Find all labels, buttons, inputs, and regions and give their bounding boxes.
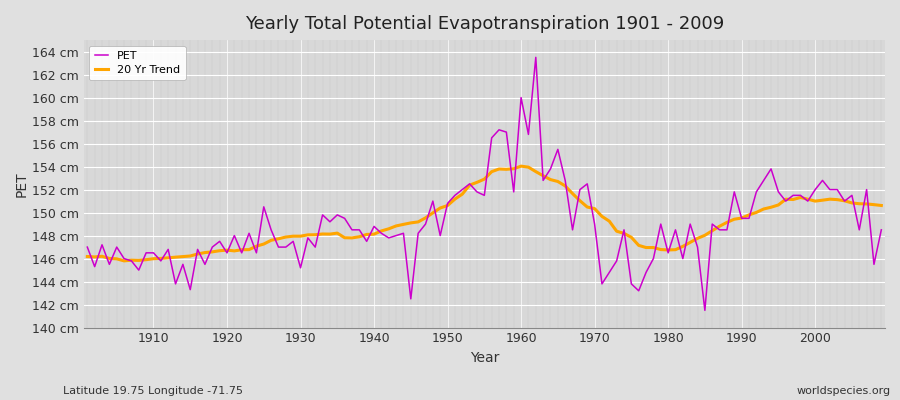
20 Yr Trend [876,203,886,208]
Title: Yearly Total Potential Evapotranspiration 1901 - 2009: Yearly Total Potential Evapotranspiratio… [245,15,724,33]
PET [876,228,886,232]
Line: PET: PET [87,57,881,310]
20 Yr Trend [119,258,130,263]
PET [346,228,357,232]
PET [82,245,93,250]
PET [140,250,151,255]
Y-axis label: PET: PET [15,171,29,197]
20 Yr Trend [148,256,159,261]
PET [699,308,710,313]
20 Yr Trend [516,164,526,168]
20 Yr Trend [310,232,320,237]
20 Yr Trend [618,231,629,236]
PET [530,55,541,60]
Line: 20 Yr Trend: 20 Yr Trend [87,166,881,261]
Text: Latitude 19.75 Longitude -71.75: Latitude 19.75 Longitude -71.75 [63,386,243,396]
PET [302,236,313,240]
20 Yr Trend [530,169,541,174]
Text: worldspecies.org: worldspecies.org [796,386,891,396]
PET [508,190,519,194]
20 Yr Trend [523,165,534,170]
X-axis label: Year: Year [470,351,499,365]
PET [611,258,622,263]
Legend: PET, 20 Yr Trend: PET, 20 Yr Trend [89,46,185,80]
20 Yr Trend [354,234,364,239]
PET [516,95,526,100]
20 Yr Trend [82,254,93,259]
